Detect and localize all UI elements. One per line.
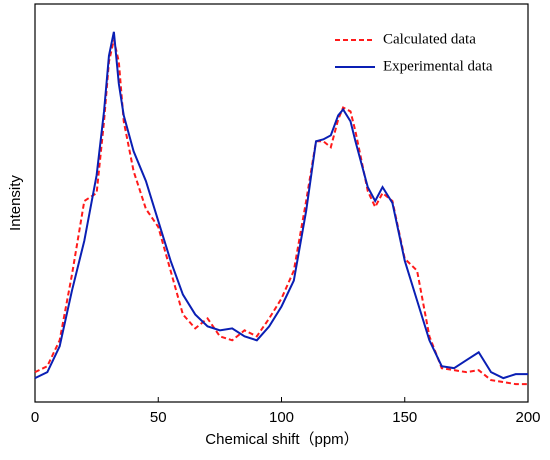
y-axis-label: Intensity [7, 175, 24, 231]
x-tick-label: 200 [515, 409, 540, 426]
legend-label: Experimental data [383, 58, 493, 74]
legend-label: Calculated data [383, 31, 476, 47]
x-tick-label: 50 [150, 409, 167, 426]
x-tick-label: 100 [269, 409, 294, 426]
x-tick-label: 0 [31, 409, 39, 426]
x-axis-label: Chemical shift（ppm） [205, 431, 358, 448]
series-line [34, 31, 528, 380]
x-tick-label: 150 [392, 409, 417, 426]
series-line [34, 39, 528, 386]
